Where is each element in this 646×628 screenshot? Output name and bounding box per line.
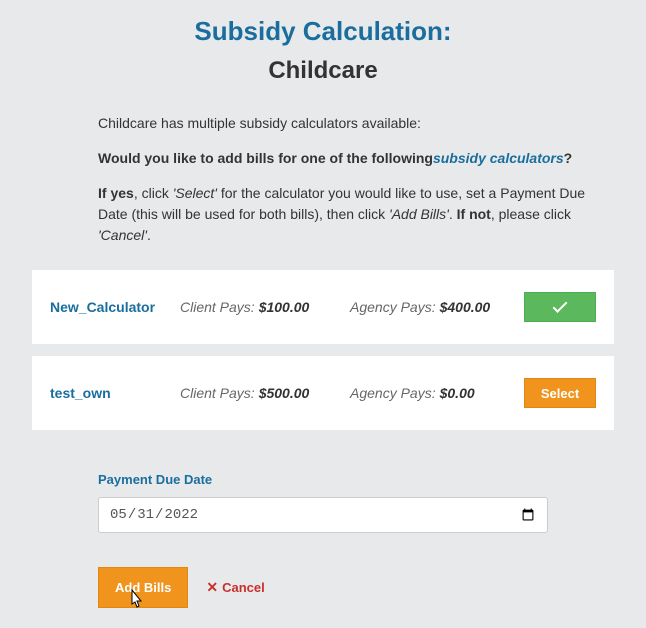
calculator-name[interactable]: test_own: [50, 385, 180, 401]
modal-subtitle: Childcare: [0, 57, 646, 85]
calculator-row: New_Calculator Client Pays: $100.00 Agen…: [32, 270, 614, 344]
intro-line: Childcare has multiple subsidy calculato…: [98, 113, 608, 134]
client-pays-group: Client Pays: $100.00: [180, 299, 350, 315]
due-date-input[interactable]: [98, 497, 548, 533]
calculator-row: test_own Client Pays: $500.00 Agency Pay…: [32, 356, 614, 430]
client-pays-label: Client Pays:: [180, 299, 255, 315]
client-pays-group: Client Pays: $500.00: [180, 385, 350, 401]
cancel-label: Cancel: [222, 580, 265, 595]
agency-pays-group: Agency Pays: $0.00: [350, 385, 520, 401]
action-row: Add Bills ✕ Cancel: [98, 567, 548, 608]
agency-pays-label: Agency Pays:: [350, 299, 436, 315]
modal-description: Childcare has multiple subsidy calculato…: [0, 93, 646, 270]
client-pays-label: Client Pays:: [180, 385, 255, 401]
agency-pays-value: $0.00: [440, 385, 475, 401]
modal-title: Subsidy Calculation:: [0, 16, 646, 47]
close-icon: ✕: [206, 579, 218, 596]
cancel-button[interactable]: ✕ Cancel: [206, 579, 264, 596]
due-date-label: Payment Due Date: [98, 472, 548, 487]
checkmark-icon: [553, 298, 568, 313]
instructions-line: If yes, click 'Select' for the calculato…: [98, 183, 608, 246]
selected-button[interactable]: [524, 292, 596, 322]
add-bills-button[interactable]: Add Bills: [98, 567, 188, 608]
prompt-line: Would you like to add bills for one of t…: [98, 148, 608, 169]
client-pays-value: $100.00: [259, 299, 310, 315]
agency-pays-label: Agency Pays:: [350, 385, 436, 401]
subsidy-modal: Subsidy Calculation: Childcare Childcare…: [0, 0, 646, 628]
form-section: Payment Due Date Add Bills ✕ Cancel: [0, 442, 646, 628]
calculator-name[interactable]: New_Calculator: [50, 299, 180, 315]
agency-pays-value: $400.00: [440, 299, 491, 315]
select-button[interactable]: Select: [524, 378, 596, 408]
client-pays-value: $500.00: [259, 385, 310, 401]
calculator-list: New_Calculator Client Pays: $100.00 Agen…: [0, 270, 646, 430]
subsidy-calculators-link[interactable]: subsidy calculators: [433, 150, 564, 166]
agency-pays-group: Agency Pays: $400.00: [350, 299, 520, 315]
modal-header: Subsidy Calculation: Childcare: [0, 0, 646, 93]
